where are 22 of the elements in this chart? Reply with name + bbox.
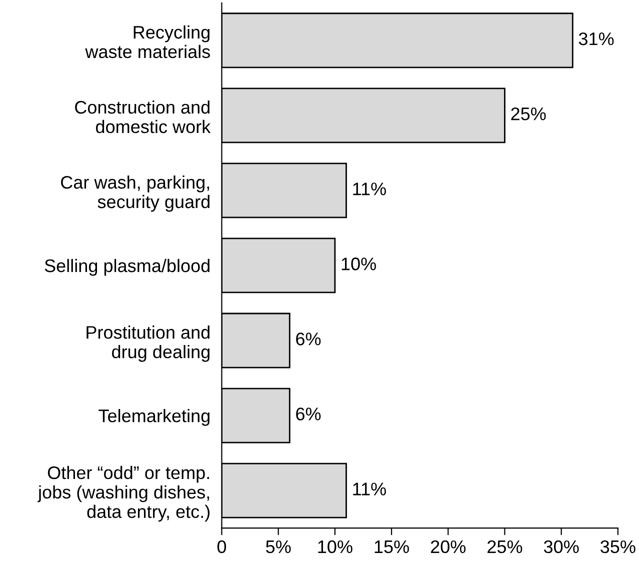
data-label: 11% — [353, 482, 386, 496]
x-tick-label: 25% — [488, 540, 522, 554]
x-tick-label: 0 — [217, 540, 226, 554]
y-tick-label: Prostitution and drug dealing — [86, 326, 210, 362]
x-tick-label: 35% — [600, 540, 636, 554]
data-label: 31% — [578, 32, 614, 46]
y-tick-label: Recycling waste materials — [85, 25, 210, 58]
x-tick-label: 15% — [374, 540, 409, 554]
x-tick-label: 30% — [544, 540, 579, 554]
y-tick-label: Telemarketing — [98, 408, 210, 426]
x-tick-label: 20% — [430, 540, 466, 554]
y-tick-label: Car wash, parking, security guard — [61, 175, 210, 212]
data-label: 11% — [353, 182, 386, 196]
x-tick-label: 5% — [266, 540, 291, 554]
data-label: 6% — [296, 332, 321, 346]
data-label: 10% — [342, 258, 376, 270]
y-tick-label: Construction and domestic work — [75, 100, 211, 134]
y-tick-label: Other “odd” or temp. jobs (washing dishes, data entry, etc.) — [38, 466, 210, 522]
y-tick-label: Selling plasma/blood — [44, 258, 210, 276]
data-label: 6% — [296, 408, 321, 420]
x-tick-label: 10% — [318, 540, 352, 554]
data-label: 25% — [511, 107, 546, 120]
